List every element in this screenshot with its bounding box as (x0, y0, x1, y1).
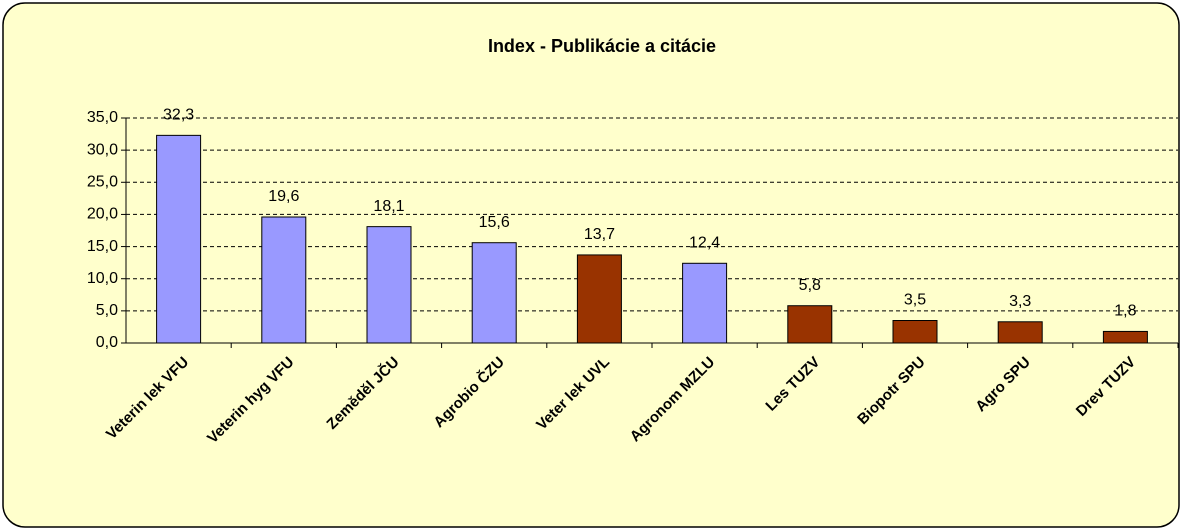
data-label: 1,8 (1114, 303, 1136, 320)
bar (366, 226, 412, 344)
y-tick-label: 0,0 (96, 334, 118, 351)
bar (1102, 330, 1148, 344)
bar (997, 321, 1043, 344)
bar (892, 320, 938, 344)
data-label: 5,8 (799, 277, 821, 294)
data-label: 13,7 (584, 226, 615, 243)
data-label: 32,3 (163, 107, 194, 124)
bar (261, 216, 307, 344)
data-label: 19,6 (268, 188, 299, 205)
y-tick-label: 25,0 (87, 174, 118, 191)
y-tick-label: 35,0 (87, 109, 118, 126)
bar (682, 262, 728, 344)
data-label: 3,3 (1009, 293, 1031, 310)
chart-title: Index - Publikácie a citácie (488, 36, 716, 56)
bar (471, 242, 517, 344)
data-label: 3,5 (904, 292, 926, 309)
y-tick-label: 10,0 (87, 270, 118, 287)
data-label: 15,6 (479, 214, 510, 231)
data-label: 18,1 (373, 198, 404, 215)
bar (787, 305, 833, 344)
data-label: 12,4 (689, 235, 720, 252)
bar (156, 134, 202, 344)
y-tick-label: 5,0 (96, 302, 118, 319)
y-tick-label: 30,0 (87, 141, 118, 158)
y-tick-label: 15,0 (87, 238, 118, 255)
y-tick-label: 20,0 (87, 206, 118, 223)
bar (576, 254, 622, 344)
